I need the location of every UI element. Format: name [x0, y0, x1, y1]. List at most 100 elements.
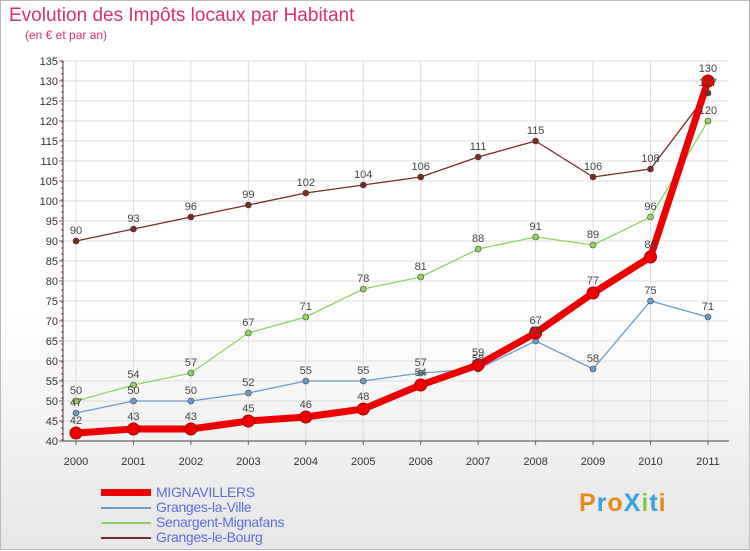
data-label-granges-le-bourg: 96 — [185, 201, 197, 213]
legend-label-granges-le-bourg: Granges-le-Bourg — [156, 529, 263, 545]
point-senargent-mignafans — [417, 273, 425, 281]
y-tick-label: 110 — [40, 156, 58, 168]
data-label-granges-le-bourg: 102 — [297, 177, 315, 189]
point-mignavillers — [529, 326, 543, 340]
point-senargent-mignafans — [72, 397, 80, 405]
point-mignavillers — [644, 250, 657, 264]
logo-letter: P — [579, 489, 597, 517]
logo-letter: o — [607, 489, 624, 517]
data-label-senargent-mignafans: 88 — [472, 233, 484, 245]
legend-swatch-mignavillers — [101, 489, 151, 496]
data-label-senargent-mignafans: 50 — [70, 385, 82, 397]
data-label-granges-le-bourg: 90 — [70, 225, 82, 237]
legend-label-senargent-mignafans: Senargent-Mignafans — [156, 514, 285, 530]
data-label-mignavillers: 43 — [185, 411, 197, 423]
point-granges-la-ville — [72, 409, 80, 417]
y-tick-label: 55 — [46, 376, 58, 388]
point-senargent-mignafans — [187, 369, 195, 377]
point-granges-le-bourg — [589, 173, 597, 181]
x-tick-label: 2005 — [351, 456, 375, 468]
point-mignavillers — [356, 402, 370, 416]
series-line-granges-le-bourg — [75, 92, 709, 242]
data-label-granges-la-ville: 50 — [185, 385, 197, 397]
y-tick-label: 115 — [40, 136, 58, 148]
data-label-granges-la-ville: 58 — [587, 353, 599, 365]
series-points — [69, 74, 715, 440]
logo-letter: i — [658, 489, 667, 517]
y-tick-label: 130 — [40, 76, 58, 88]
legend-label-granges-la-ville: Granges-la-Ville — [156, 499, 252, 515]
data-label-mignavillers: 48 — [357, 391, 369, 403]
logo-letter: t — [649, 489, 659, 517]
chart-title: Evolution des Impôts locaux par Habitant — [9, 5, 355, 26]
legend-item-senargent-mignafans: Senargent-Mignafans — [101, 514, 361, 530]
y-tick-label: 70 — [46, 316, 58, 328]
data-label-senargent-mignafans: 67 — [242, 317, 254, 329]
series-lines — [72, 77, 712, 437]
x-tick-label: 2010 — [638, 456, 662, 468]
y-tick-label: 90 — [46, 236, 58, 248]
y-tick-label: 135 — [40, 56, 58, 68]
point-mignavillers — [241, 414, 255, 428]
point-mignavillers — [586, 286, 600, 300]
data-label-senargent-mignafans: 96 — [644, 201, 656, 213]
data-label-granges-la-ville: 50 — [127, 385, 139, 397]
data-labels: 9093969910210410611111510610812750545767… — [70, 63, 717, 427]
chart-subtitle: (en € et par an) — [25, 28, 108, 42]
data-label-granges-le-bourg: 106 — [584, 161, 602, 173]
y-tick-label: 105 — [40, 176, 58, 188]
logo-letter: X — [623, 489, 642, 517]
data-label-granges-le-bourg: 104 — [354, 169, 372, 181]
point-granges-le-bourg — [302, 189, 310, 197]
data-label-granges-la-ville: 55 — [300, 365, 312, 377]
series-line-mignavillers — [72, 77, 712, 437]
legend: MIGNAVILLERS Granges-la-Ville Senargent-… — [101, 484, 361, 545]
y-tick-label: 85 — [46, 256, 58, 268]
x-tick-label: 2011 — [696, 456, 720, 468]
legend-swatch-senargent-mignafans — [101, 522, 151, 524]
data-label-granges-la-ville: 57 — [415, 357, 427, 369]
data-label-mignavillers: 67 — [529, 315, 541, 327]
data-label-granges-le-bourg: 108 — [641, 153, 659, 165]
point-granges-le-bourg — [359, 181, 367, 189]
x-tick-label: 2001 — [121, 456, 145, 468]
y-tick-label: 50 — [46, 396, 58, 408]
data-label-senargent-mignafans: 54 — [127, 369, 139, 381]
data-label-granges-la-ville: 65 — [529, 325, 541, 337]
data-label-senargent-mignafans: 81 — [415, 261, 427, 273]
point-granges-le-bourg — [245, 201, 252, 209]
series-line-granges-la-ville — [75, 300, 709, 414]
data-label-granges-la-ville: 52 — [242, 377, 254, 389]
y-tick-label: 80 — [46, 276, 58, 288]
point-granges-le-bourg — [704, 89, 712, 97]
data-label-granges-la-ville: 58 — [472, 353, 484, 365]
data-label-granges-le-bourg: 127 — [699, 77, 717, 89]
point-senargent-mignafans — [532, 233, 539, 241]
data-label-mignavillers: 59 — [472, 347, 484, 359]
data-label-granges-le-bourg: 106 — [412, 161, 430, 173]
data-label-senargent-mignafans: 78 — [357, 273, 369, 285]
point-senargent-mignafans — [589, 241, 597, 249]
point-mignavillers — [471, 358, 485, 372]
point-granges-le-bourg — [187, 213, 195, 221]
y-tick-label: 65 — [46, 336, 58, 348]
data-label-granges-la-ville: 71 — [702, 301, 714, 313]
legend-item-mignavillers: MIGNAVILLERS — [101, 484, 361, 500]
data-label-granges-le-bourg: 93 — [127, 213, 139, 225]
point-granges-le-bourg — [474, 153, 482, 161]
point-granges-la-ville — [589, 365, 597, 373]
data-label-granges-le-bourg: 115 — [527, 125, 545, 137]
point-granges-la-ville — [187, 397, 195, 405]
x-tick-label: 2002 — [179, 456, 203, 468]
x-tick-label: 2006 — [408, 456, 432, 468]
y-tick-labels: 40 45 50 55 60 65 70 75 80 85 90 95 100 105 110 115 120 1… — [40, 56, 58, 448]
data-label-mignavillers: 46 — [300, 399, 312, 411]
legend-item-granges-le-bourg: Granges-le-Bourg — [101, 529, 361, 545]
axes — [59, 60, 729, 445]
logo-letter: r — [596, 489, 608, 517]
y-tick-label: 120 — [40, 116, 58, 128]
point-granges-le-bourg — [532, 137, 539, 145]
data-label-mignavillers: 86 — [644, 239, 656, 251]
